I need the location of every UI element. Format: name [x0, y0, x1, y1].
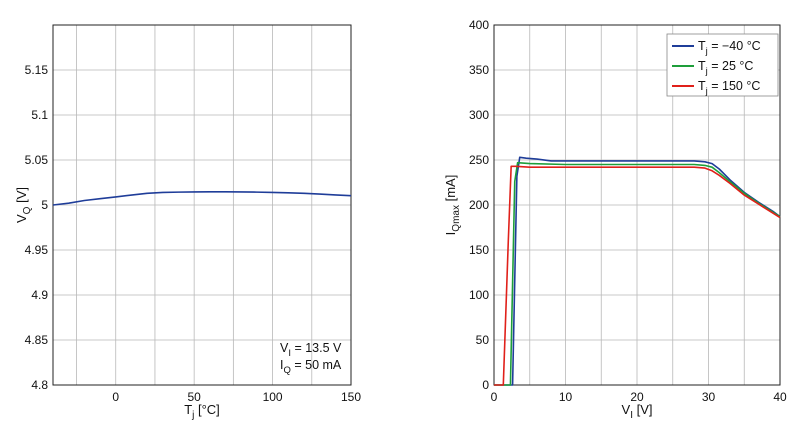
- y-tick-label: 4.9: [31, 288, 48, 302]
- x-tick-label: 50: [187, 390, 201, 404]
- y-tick-label: 200: [469, 198, 489, 212]
- left-series: [52, 191, 352, 206]
- y-tick-label: 4.85: [25, 333, 49, 347]
- series-line-0: [52, 191, 352, 206]
- y-tick-label: 5.05: [25, 153, 49, 167]
- x-tick-label: 20: [630, 390, 644, 404]
- y-tick-label: 4.8: [31, 378, 48, 392]
- y-tick-label: 5.15: [25, 63, 49, 77]
- y-tick-label: 50: [476, 333, 490, 347]
- legend-entry: Tj = 25 °C: [698, 59, 753, 77]
- right-plot-frame: [493, 24, 781, 386]
- y-tick-label: 300: [469, 108, 489, 122]
- annotation-vi: VI = 13.5 V: [280, 341, 342, 359]
- x-tick-label: 0: [112, 390, 119, 404]
- x-tick-label: 10: [559, 390, 573, 404]
- left-tick-labels: 0 50 100 150 4.8 4.85 4.9 4.95 5 5.05 5.1 5.15: [25, 63, 362, 404]
- y-tick-label: 400: [469, 18, 489, 32]
- y-tick-label: 250: [469, 153, 489, 167]
- left-annotation: VI = 13.5 V IQ = 50 mA: [280, 341, 342, 376]
- legend-entry: Tj = 150 °C: [698, 79, 760, 97]
- x-tick-label: 30: [702, 390, 716, 404]
- y-tick-label: 0: [482, 378, 489, 392]
- x-tick-label: 100: [263, 390, 283, 404]
- series-line-2: [494, 165, 781, 386]
- left-y-axis-label: VQ [V]: [14, 187, 33, 223]
- left-x-axis-label: Tj [°C]: [184, 402, 220, 421]
- legend-entry: Tj = −40 °C: [698, 39, 761, 57]
- y-tick-label: 4.95: [25, 243, 49, 257]
- legend: Tj = −40 °C Tj = 25 °C Tj = 150 °C: [666, 33, 779, 97]
- y-tick-label: 5.1: [31, 108, 48, 122]
- right-y-axis-label: IQmax [mA]: [443, 175, 462, 236]
- x-tick-label: 0: [491, 390, 498, 404]
- right-x-axis-label: VI [V]: [622, 402, 653, 421]
- left-grid: [53, 24, 352, 386]
- series-line-0: [494, 156, 781, 386]
- annotation-iq: IQ = 50 mA: [280, 358, 342, 376]
- y-tick-label: 150: [469, 243, 489, 257]
- y-tick-label: 100: [469, 288, 489, 302]
- x-tick-label: 40: [773, 390, 787, 404]
- y-tick-label: 350: [469, 63, 489, 77]
- vq-vs-tj-chart: 0 50 100 150 4.8 4.85 4.9 4.95 5 5.05 5.1 5.15 Tj […: [14, 24, 362, 421]
- right-series: [494, 156, 781, 386]
- x-tick-label: 150: [341, 390, 361, 404]
- y-tick-label: 5: [41, 198, 48, 212]
